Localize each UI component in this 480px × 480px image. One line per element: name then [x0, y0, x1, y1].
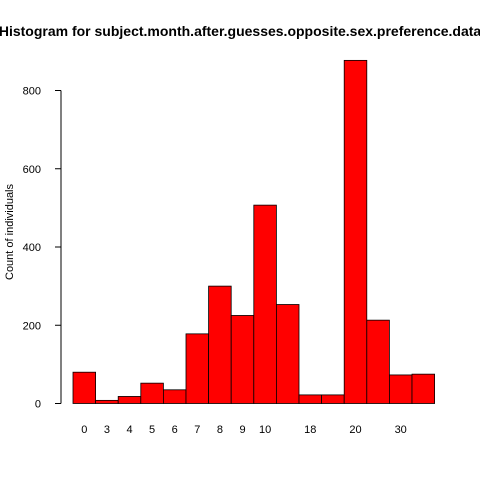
- x-tick-label: 8: [217, 424, 223, 436]
- y-axis: 0 200 400 600 800: [23, 86, 62, 411]
- y-tick-label: 0: [35, 399, 41, 411]
- histogram-bar: [366, 319, 390, 404]
- histogram-bar: [185, 333, 210, 404]
- x-tick-label: 20: [349, 424, 361, 436]
- histogram-bar: [230, 315, 255, 404]
- histogram-bar: [140, 382, 164, 404]
- x-axis-labels: 0 3 4 5 6 7 8 9 10 18 20 30: [81, 424, 407, 436]
- x-tick-label: 30: [395, 424, 407, 436]
- histogram-bar: [275, 304, 300, 404]
- x-tick-label: 3: [104, 424, 110, 436]
- histogram-bar: [343, 59, 368, 404]
- histogram-bar: [208, 285, 232, 404]
- bars-group: [72, 59, 436, 404]
- x-tick-label: 4: [126, 424, 132, 436]
- x-tick-label: 6: [172, 424, 178, 436]
- histogram-bar: [72, 371, 97, 404]
- x-tick-label: 10: [259, 424, 271, 436]
- chart-title: Histogram for subject.month.after.guesse…: [0, 23, 480, 39]
- x-tick-label: 0: [81, 424, 87, 436]
- histogram-bar: [95, 399, 119, 404]
- histogram-bar: [321, 394, 345, 404]
- histogram-bar: [253, 204, 277, 404]
- histogram-bar: [411, 373, 436, 404]
- x-tick-label: 18: [304, 424, 316, 436]
- x-tick-label: 9: [239, 424, 245, 436]
- y-axis-title: Count of individuals: [4, 184, 16, 281]
- y-tick-label: 600: [23, 164, 41, 176]
- histogram-bar: [298, 394, 323, 404]
- y-tick-label: 200: [23, 320, 41, 332]
- x-tick-label: 7: [194, 424, 200, 436]
- y-tick-label: 400: [23, 242, 41, 254]
- histogram-bar: [117, 396, 142, 404]
- x-tick-label: 5: [149, 424, 155, 436]
- histogram-bar: [162, 389, 187, 404]
- y-tick-label: 800: [23, 86, 41, 98]
- histogram-bar: [388, 374, 413, 404]
